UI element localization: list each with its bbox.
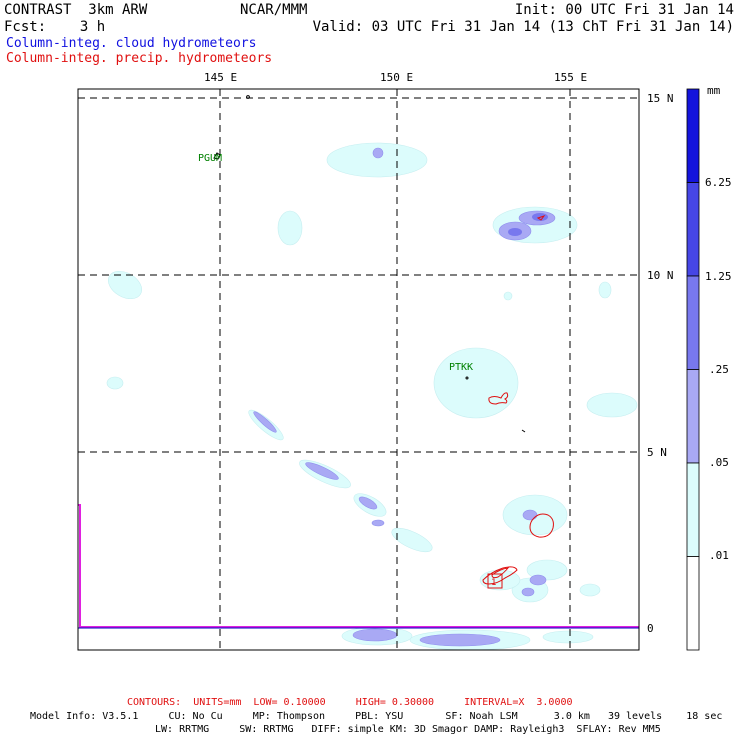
precip-contour — [488, 392, 509, 405]
domain-boundary — [78, 504, 639, 628]
lat-label: 15 N — [647, 92, 674, 105]
model-info-line2: LW: RRTMG SW: RRTMG DIFF: simple KM: 3D … — [155, 724, 661, 735]
cloud-patch — [579, 583, 601, 597]
cloud-shading — [106, 142, 638, 650]
colorbar — [686, 88, 700, 651]
cloud-patch — [253, 411, 277, 433]
island-small — [246, 95, 250, 99]
colorbar-swatch — [686, 182, 700, 277]
colorbar-swatch — [686, 462, 700, 557]
cloud-patch — [586, 392, 638, 418]
island-small — [521, 429, 526, 433]
contour-info: CONTOURS: UNITS=mm LOW= 0.10000 HIGH= 0.… — [127, 697, 573, 708]
init-time: Init: 00 UTC Fri 31 Jan 14 — [514, 2, 734, 18]
cloud-patch — [106, 376, 124, 390]
contour-label: 1 — [491, 578, 496, 588]
coastlines — [213, 95, 526, 433]
model-info-line1: Model Info: V3.5.1 CU: No Cu MP: Thompso… — [30, 711, 723, 722]
precip-field-label: Column-integ. precip. hydrometeors — [6, 51, 273, 66]
cloud-patch — [522, 509, 538, 521]
cloud-patch — [542, 630, 594, 644]
station-label: PTKK — [449, 362, 473, 373]
colorbar-swatch — [686, 369, 700, 464]
cloud-patch — [503, 291, 513, 301]
colorbar-level: 6.25 — [705, 176, 732, 189]
cloud-patch — [529, 574, 547, 586]
cloud-patch — [598, 281, 612, 299]
cloud-patch — [508, 228, 522, 236]
valid-time: Valid: 03 UTC Fri 31 Jan 14 (13 ChT Fri … — [312, 19, 734, 35]
cloud-patch — [371, 519, 385, 527]
lat-label: 0 — [647, 622, 654, 635]
colorbar-swatch — [686, 275, 700, 370]
colorbar-swatch — [686, 556, 700, 651]
colorbar-swatch — [686, 88, 700, 183]
cloud-patch — [277, 210, 303, 246]
colorbar-level: .01 — [709, 549, 729, 562]
precip-contours — [482, 215, 554, 589]
colorbar-level: .05 — [709, 456, 729, 469]
colorbar-level: .25 — [709, 363, 729, 376]
cloud-patch — [372, 147, 384, 159]
precip-contour — [536, 215, 546, 221]
cloud-patch — [433, 347, 519, 419]
plot-area — [78, 89, 639, 650]
colorbar-level: 1.25 — [705, 270, 732, 283]
cloud-patch — [391, 527, 433, 553]
plot-frame — [77, 88, 640, 651]
lon-label: 145 E — [204, 71, 237, 84]
lon-label: 150 E — [380, 71, 413, 84]
cloud-patch — [521, 587, 535, 597]
precip-contour — [487, 573, 503, 589]
gridlines — [78, 89, 639, 650]
cloud-patch — [358, 496, 378, 510]
cloud-patch — [305, 462, 339, 480]
cloud-patch — [326, 142, 428, 178]
organization: NCAR/MMM — [240, 2, 308, 18]
cloud-field-label: Column-integ. cloud hydrometeors — [6, 36, 257, 51]
colorbar-labels: mm 6.25 1.25 .25 .05 .01 — [705, 84, 732, 562]
lon-label: 155 E — [554, 71, 587, 84]
colorbar-unit: mm — [707, 84, 721, 97]
model-title: CONTRAST 3km ARW — [4, 2, 148, 18]
lat-label: 5 N — [647, 446, 667, 459]
station-label: PGUM — [198, 153, 222, 164]
precip-contour — [529, 513, 554, 538]
cloud-patch — [352, 628, 398, 642]
island-chuuk — [465, 376, 469, 380]
island-guam — [213, 152, 221, 160]
lat-label: 10 N — [647, 269, 674, 282]
precip-contour — [491, 567, 510, 579]
forecast-hour: Fcst: 3 h — [4, 19, 106, 35]
cloud-patch — [419, 633, 501, 647]
